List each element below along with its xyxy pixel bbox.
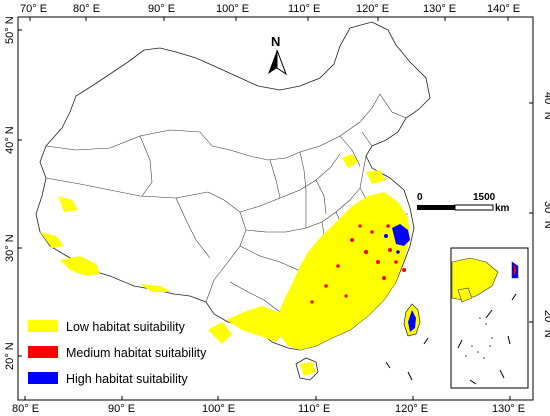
scale-bar: 0 1500 km xyxy=(417,192,510,214)
taiwan-high-suitability xyxy=(408,310,416,332)
bottom-longitude-labels: 80° E 90° E 100° E 110° E 120° E 130° E xyxy=(12,403,525,415)
legend-swatch-medium xyxy=(28,346,58,358)
bottom-tick-label: 90° E xyxy=(108,403,135,415)
left-tick-label: 20° N xyxy=(4,342,16,370)
left-tick-label: 30° N xyxy=(4,234,16,262)
bottom-tick-label: 100° E xyxy=(202,403,235,415)
high-suitability-areas xyxy=(384,224,410,254)
map-frame xyxy=(17,16,534,401)
sea-boundary-dashes xyxy=(385,337,429,381)
right-tick-label: 30° N xyxy=(542,201,550,229)
legend-label-high: High habitat suitability xyxy=(66,372,188,386)
legend-swatch-low xyxy=(28,320,58,332)
top-longitude-labels: 70° E 80° E 90° E 100° E 110° E 120° E 1… xyxy=(20,3,520,15)
low-suitability-areas xyxy=(40,154,410,376)
bottom-tick-label: 130° E xyxy=(492,403,525,415)
north-arrow-icon: N xyxy=(268,34,288,76)
frame-tick-marks xyxy=(18,17,533,400)
south-china-sea-inset xyxy=(450,247,529,389)
right-latitude-labels: 40° N 30° N 20° N xyxy=(542,92,550,338)
right-tick-label: 40° N xyxy=(542,92,550,120)
top-tick-label: 120° E xyxy=(356,3,389,15)
top-tick-label: 140° E xyxy=(487,3,520,15)
right-tick-label: 20° N xyxy=(542,310,550,338)
legend-swatch-high xyxy=(28,372,58,384)
top-tick-label: 100° E xyxy=(216,3,249,15)
top-tick-label: 90° E xyxy=(148,3,175,15)
bottom-tick-label: 110° E xyxy=(298,403,330,415)
top-tick-label: 110° E xyxy=(288,3,320,15)
left-tick-label: 40° N xyxy=(4,126,16,154)
top-tick-label: 80° E xyxy=(73,3,100,15)
scale-end-label: 1500 xyxy=(473,192,496,203)
left-tick-label: 50° N xyxy=(4,16,16,44)
legend: Low habitat suitability Medium habitat s… xyxy=(28,320,207,386)
top-tick-label: 130° E xyxy=(423,3,456,15)
north-label: N xyxy=(271,34,280,49)
top-tick-label: 70° E xyxy=(20,3,47,15)
scale-start-label: 0 xyxy=(417,192,423,203)
left-latitude-labels: 50° N 40° N 30° N 20° N xyxy=(4,16,16,370)
scale-unit-label: km xyxy=(495,203,510,214)
bottom-tick-label: 120° E xyxy=(395,403,428,415)
legend-label-medium: Medium habitat suitability xyxy=(66,346,207,360)
bottom-tick-label: 80° E xyxy=(12,403,39,415)
legend-label-low: Low habitat suitability xyxy=(66,320,186,334)
